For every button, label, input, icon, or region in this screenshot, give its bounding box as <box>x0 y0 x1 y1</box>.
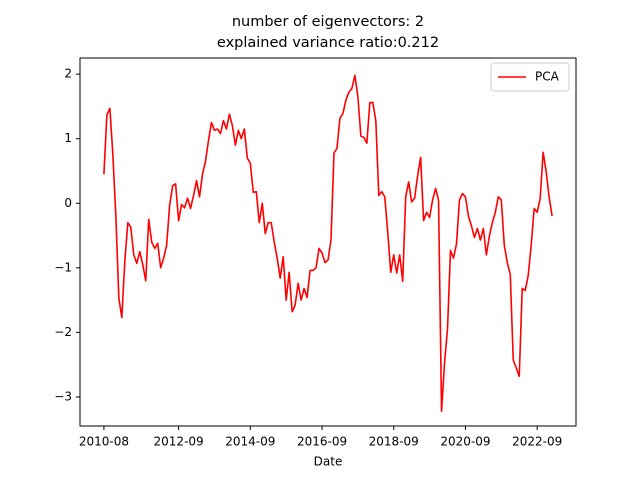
x-tick-label: 2022-09 <box>512 435 562 449</box>
plot-frame <box>79 57 577 427</box>
y-tick-label: −2 <box>54 325 72 339</box>
x-tick-label: 2010-08 <box>79 435 129 449</box>
x-tick-label: 2012-09 <box>154 435 204 449</box>
x-axis-label: Date <box>314 455 343 469</box>
y-tick-label: 2 <box>64 67 72 81</box>
y-tick-label: 1 <box>64 131 72 145</box>
y-tick-label: −1 <box>54 260 72 274</box>
legend-box <box>490 62 570 92</box>
x-tick-label: 2020-09 <box>440 435 490 449</box>
y-tick-label: 0 <box>64 196 72 210</box>
legend-label: PCA <box>535 70 560 84</box>
chart-title: number of eigenvectors: 2 <box>232 14 424 30</box>
chart-subtitle: explained variance ratio:0.212 <box>217 35 439 51</box>
y-tick-label: −3 <box>54 389 72 403</box>
data-line <box>103 74 553 412</box>
x-tick-label: 2014-09 <box>225 435 275 449</box>
x-tick-label: 2018-09 <box>369 435 419 449</box>
x-tick-label: 2016-09 <box>297 435 347 449</box>
